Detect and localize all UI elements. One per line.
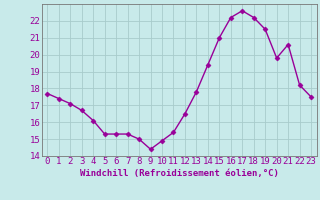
- X-axis label: Windchill (Refroidissement éolien,°C): Windchill (Refroidissement éolien,°C): [80, 169, 279, 178]
